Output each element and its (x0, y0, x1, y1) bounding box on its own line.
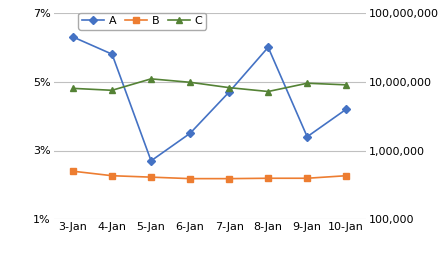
A (70, 35, 76, 38)
C (70, 87, 76, 90)
A (265, 46, 271, 49)
A (187, 132, 193, 135)
A (343, 108, 349, 111)
Legend: A, B, C: A, B, C (78, 13, 206, 30)
B (343, 174, 349, 177)
C (227, 86, 232, 89)
B (187, 177, 193, 180)
B (265, 177, 271, 180)
Line: A: A (70, 34, 349, 164)
A (109, 53, 115, 56)
C (187, 81, 193, 84)
A (227, 91, 232, 94)
B (149, 176, 154, 179)
B (109, 174, 115, 177)
B (227, 177, 232, 180)
C (109, 89, 115, 92)
Line: C: C (70, 75, 350, 95)
C (149, 77, 154, 80)
C (265, 90, 271, 93)
B (305, 177, 310, 180)
A (305, 135, 310, 138)
C (305, 82, 310, 85)
C (343, 83, 349, 86)
B (70, 170, 76, 173)
Line: B: B (70, 168, 349, 181)
A (149, 159, 154, 162)
